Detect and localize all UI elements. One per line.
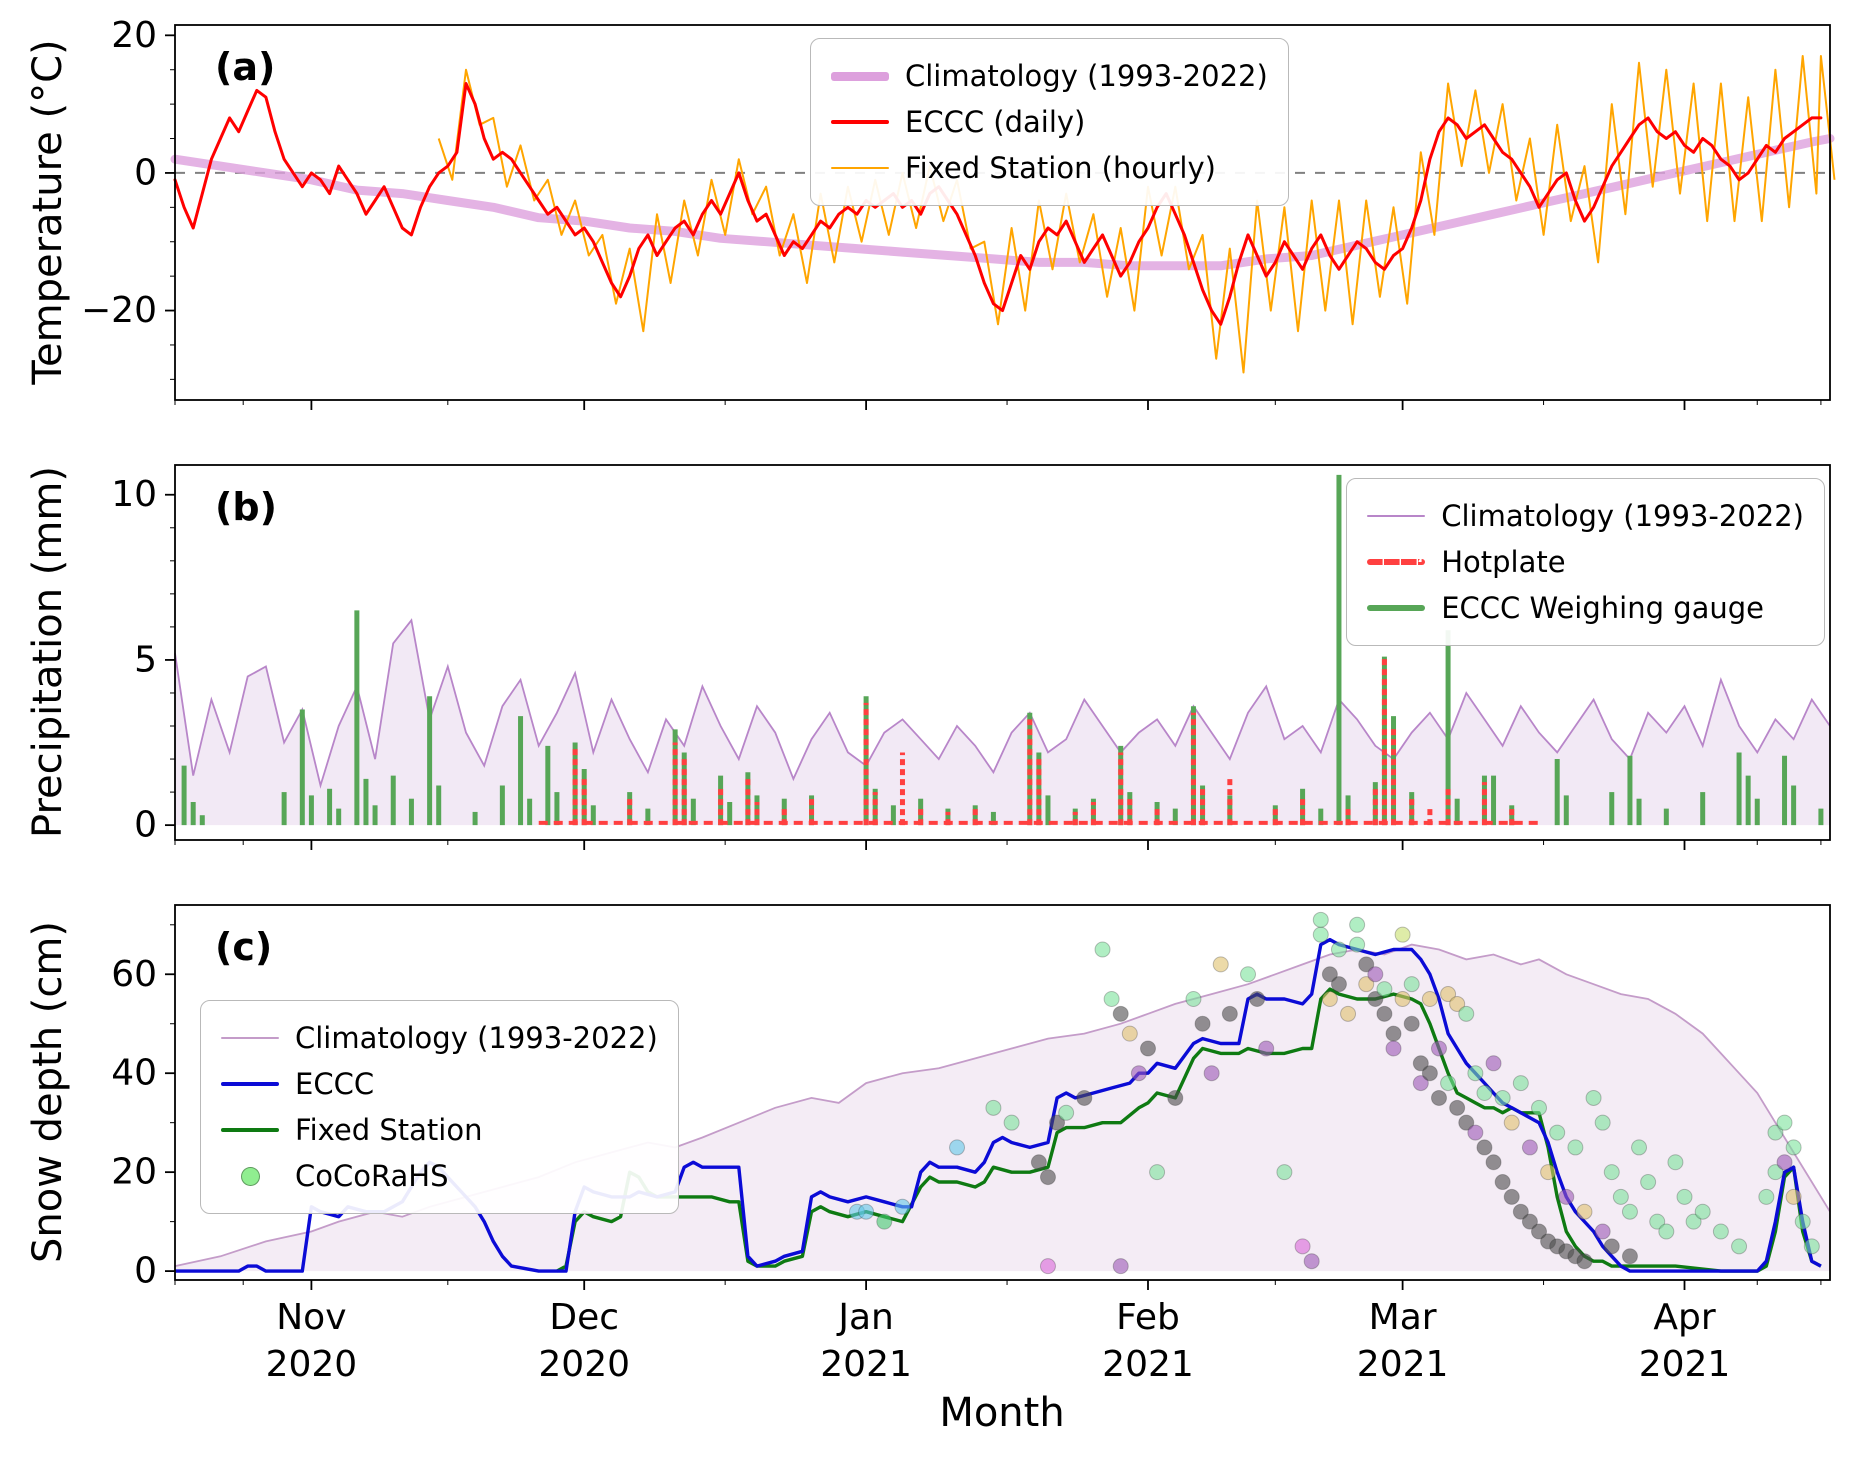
svg-text:5: 5: [134, 639, 157, 680]
legend-label: Fixed Station (hourly): [905, 151, 1216, 186]
legend-precipitation: Climatology (1993-2022) Hotplate ECCC Weig…: [1346, 478, 1825, 647]
x-tick-label: Jan 2021: [820, 1297, 912, 1385]
legend-label: CoCoRaHS: [295, 1159, 449, 1194]
svg-text:20: 20: [111, 1152, 157, 1193]
legend-line-icon: [221, 1082, 279, 1087]
x-tick-label: Dec 2020: [538, 1297, 631, 1385]
legend-label: ECCC (daily): [905, 105, 1086, 140]
legend-item: CoCoRaHS: [221, 1155, 658, 1197]
legend-item: Climatology (1993-2022): [1367, 495, 1804, 537]
panel-a-label: (a): [215, 45, 276, 89]
legend-item: Fixed Station: [221, 1109, 658, 1151]
legend-line-icon: [831, 120, 889, 125]
legend-item: Hotplate: [1367, 541, 1804, 583]
y-axis-label-precipitation: Precipitation (mm): [25, 466, 71, 838]
legend-line-icon: [221, 1037, 279, 1040]
legend-item: Fixed Station (hourly): [831, 147, 1268, 189]
legend-line-icon: [221, 1128, 279, 1133]
legend-label: Climatology (1993-2022): [295, 1021, 658, 1055]
svg-text:20: 20: [111, 15, 157, 56]
svg-text:−20: −20: [81, 290, 157, 331]
x-tick-label: Feb 2021: [1102, 1297, 1194, 1385]
panel-b-label: (b): [215, 485, 277, 529]
legend-label: Hotplate: [1441, 545, 1566, 580]
legend-label: Climatology (1993-2022): [1441, 499, 1804, 533]
legend-line-icon: [1367, 559, 1426, 566]
svg-text:40: 40: [111, 1053, 157, 1094]
legend-label: ECCC Weighing gauge: [1441, 591, 1765, 626]
legend-temperature: Climatology (1993-2022) ECCC (daily) Fixed…: [810, 38, 1289, 207]
legend-line-icon: [1367, 515, 1426, 518]
x-tick-label: Nov 2020: [265, 1297, 358, 1385]
x-tick-label: Mar 2021: [1356, 1297, 1449, 1385]
legend-marker-icon: [221, 1166, 279, 1186]
legend-label: Climatology (1993-2022): [905, 59, 1268, 93]
legend-line-icon: [1367, 605, 1426, 612]
svg-text:0: 0: [134, 152, 157, 193]
x-tick-label: Apr 2021: [1638, 1297, 1731, 1385]
svg-text:0: 0: [134, 1251, 157, 1292]
legend-item: ECCC: [221, 1063, 658, 1105]
legend-label: Fixed Station: [295, 1113, 483, 1148]
legend-snow-depth: Climatology (1993-2022) ECCC Fixed Station…: [200, 1000, 679, 1215]
svg-text:10: 10: [111, 474, 157, 515]
svg-text:60: 60: [111, 954, 157, 995]
legend-line-icon: [831, 167, 889, 170]
legend-label: ECCC: [295, 1067, 375, 1102]
legend-item: Climatology (1993-2022): [831, 55, 1268, 97]
legend-line-icon: [831, 71, 889, 81]
x-axis-label: Month: [939, 1390, 1065, 1436]
svg-text:0: 0: [134, 805, 157, 846]
legend-item: Climatology (1993-2022): [221, 1017, 658, 1059]
y-axis-label-temperature: Temperature (°C): [25, 39, 71, 385]
y-axis-label-snow-depth: Snow depth (cm): [25, 921, 71, 1263]
legend-item: ECCC (daily): [831, 101, 1268, 143]
legend-item: ECCC Weighing gauge: [1367, 587, 1804, 629]
panel-c-label: (c): [215, 925, 273, 969]
